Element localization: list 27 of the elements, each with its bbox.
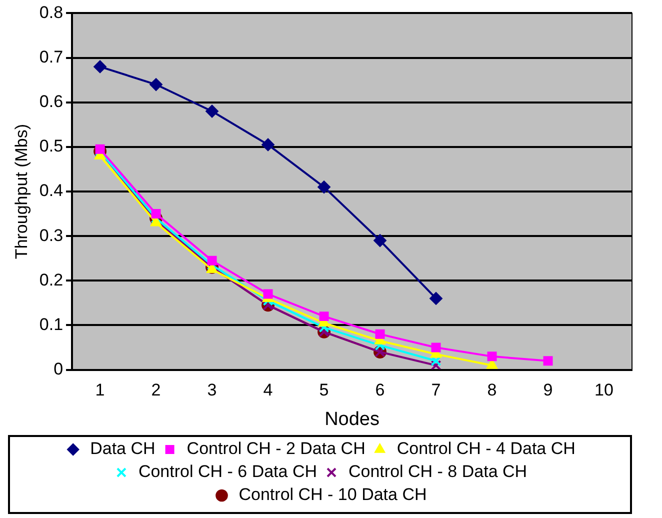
y-axis-title: Throughput (Mbs) xyxy=(12,124,31,260)
x-tick-label: 7 xyxy=(431,380,441,400)
x-tick-label: 5 xyxy=(319,380,329,400)
x-tick-label: 4 xyxy=(263,380,273,400)
legend-label: Control CH - 2 Data CH xyxy=(186,439,366,458)
legend-label: Data CH xyxy=(90,439,156,458)
legend-label: Control CH - 6 Data CH xyxy=(138,462,318,482)
y-tick-label: 0 xyxy=(54,359,64,378)
y-tick-label: 0.5 xyxy=(39,136,64,156)
y-tick-label: 0.4 xyxy=(39,181,64,200)
y-tick-label: 0.8 xyxy=(39,2,64,22)
legend-label: Control CH - 4 Data CH xyxy=(396,439,576,458)
y-tick-label: 0.1 xyxy=(39,314,64,334)
legend-label: Control CH - 8 Data CH xyxy=(348,462,528,482)
y-tick-label: 0.6 xyxy=(39,92,64,112)
y-tick-label: 0.2 xyxy=(39,270,64,290)
x-tick-label: 1 xyxy=(95,380,105,400)
x-tick-label: 9 xyxy=(543,380,553,400)
x-tick-label: 3 xyxy=(207,380,217,400)
y-tick-label: 0.7 xyxy=(39,47,64,66)
x-tick-label: 6 xyxy=(375,380,385,400)
x-tick-label: 10 xyxy=(594,380,614,400)
x-tick-label: 8 xyxy=(487,380,497,400)
y-tick-label: 0.3 xyxy=(39,226,64,245)
legend-label: Control CH - 10 Data CH xyxy=(238,485,427,504)
x-tick-label: 2 xyxy=(151,380,161,400)
x-axis-title: Nodes xyxy=(324,408,380,430)
